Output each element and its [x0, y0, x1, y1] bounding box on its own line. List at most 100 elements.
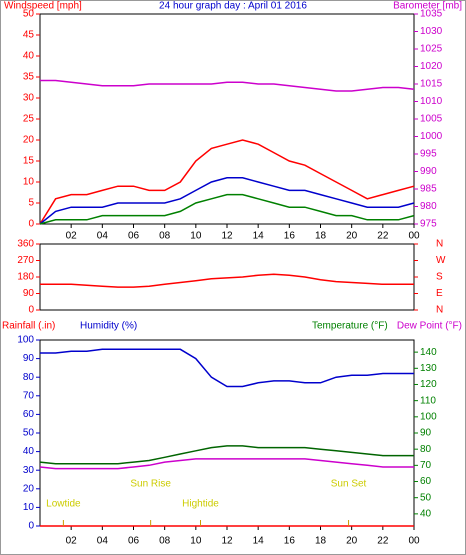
x-tick-label: 18	[315, 231, 327, 242]
x-tick-label: 06	[128, 536, 140, 547]
y-tick-label: 50	[23, 9, 35, 20]
y2-tick-label: 110	[420, 395, 436, 406]
humidity-axis-title: Humidity (%)	[80, 321, 137, 332]
y-tick-label: 70	[23, 390, 35, 401]
x-tick-label: 16	[284, 231, 296, 242]
series-line	[40, 348, 414, 388]
y2-tick-label: E	[436, 288, 443, 299]
x-tick-label: 00	[408, 536, 420, 547]
y2-tick-label: 40	[420, 509, 432, 520]
y2-tick-label: 980	[420, 201, 437, 212]
y-tick-label: 360	[17, 239, 34, 250]
x-tick-label: 00	[408, 231, 420, 242]
y2-tick-label: 1020	[420, 61, 443, 72]
y2-tick-label: 985	[420, 184, 437, 195]
rain-axis-title: Rainfall (.in)	[2, 321, 55, 332]
series-line	[39, 139, 415, 225]
y2-tick-label: N	[436, 305, 443, 316]
x-tick-label: 04	[97, 536, 109, 547]
y-tick-label: 90	[23, 288, 35, 299]
y-tick-label: 0	[28, 305, 34, 316]
series-line	[40, 273, 414, 288]
x-tick-label: 10	[190, 231, 202, 242]
annotation: Lowtide	[46, 499, 81, 510]
series-line	[40, 79, 415, 92]
y-tick-label: 40	[23, 51, 35, 62]
x-tick-label: 18	[315, 536, 327, 547]
y-tick-label: 20	[23, 135, 35, 146]
y2-tick-label: S	[436, 272, 443, 283]
y-tick-label: 35	[23, 72, 35, 83]
y-tick-label: 30	[23, 93, 35, 104]
y-tick-label: 10	[23, 177, 35, 188]
x-tick-label: 20	[346, 231, 358, 242]
x-tick-label: 20	[346, 536, 358, 547]
dew-axis-title: Dew Point (°F)	[397, 321, 462, 332]
x-tick-label: 08	[159, 231, 171, 242]
y2-tick-label: 140	[420, 347, 437, 358]
y2-tick-label: 1000	[420, 131, 443, 142]
x-tick-label: 12	[221, 231, 233, 242]
x-tick-label: 02	[66, 231, 78, 242]
y-tick-label: 40	[23, 446, 35, 457]
y2-tick-label: 975	[420, 219, 437, 230]
y2-tick-label: 995	[420, 149, 437, 160]
y2-tick-label: N	[436, 239, 443, 250]
baro-axis-title: Barometer [mb]	[393, 1, 462, 12]
y2-tick-label: 70	[420, 460, 432, 471]
x-tick-label: 12	[221, 536, 233, 547]
annotation: Hightide	[182, 499, 219, 510]
y2-tick-label: W	[436, 255, 446, 266]
annotation: Sun Rise	[130, 479, 171, 490]
y-tick-label: 50	[23, 428, 35, 439]
y-tick-label: 0	[28, 521, 34, 532]
x-tick-label: 16	[284, 536, 296, 547]
y2-tick-label: 990	[420, 166, 437, 177]
y2-tick-label: 1035	[420, 9, 443, 20]
y2-tick-label: 1025	[420, 44, 443, 55]
y-tick-label: 10	[23, 502, 35, 513]
y2-tick-label: 60	[420, 476, 432, 487]
y-tick-label: 20	[23, 483, 35, 494]
x-tick-label: 04	[97, 231, 109, 242]
y2-tick-label: 90	[420, 428, 432, 439]
y2-tick-label: 1005	[420, 114, 443, 125]
chart-title: 24 hour graph day : April 01 2016	[159, 1, 307, 12]
y-tick-label: 180	[17, 272, 34, 283]
x-tick-label: 22	[377, 231, 389, 242]
y2-tick-label: 100	[420, 411, 437, 422]
x-tick-label: 02	[66, 536, 78, 547]
wind-axis-title: Windspeed [mph]	[4, 1, 82, 12]
x-tick-label: 22	[377, 536, 389, 547]
series-line	[39, 193, 415, 225]
x-tick-label: 08	[159, 536, 171, 547]
x-tick-label: 14	[253, 231, 265, 242]
y2-tick-label: 80	[420, 444, 432, 455]
y2-tick-label: 50	[420, 492, 432, 503]
series-line	[39, 177, 415, 225]
series-line	[39, 458, 414, 470]
y-tick-label: 100	[17, 335, 34, 346]
x-tick-label: 06	[128, 231, 140, 242]
y-tick-label: 45	[23, 30, 35, 41]
y-tick-label: 5	[28, 198, 34, 209]
x-tick-label: 10	[190, 536, 202, 547]
y2-tick-label: 130	[420, 363, 437, 374]
y-tick-label: 270	[17, 255, 34, 266]
y-tick-label: 15	[23, 156, 35, 167]
y-tick-label: 80	[23, 372, 35, 383]
x-tick-label: 14	[253, 536, 265, 547]
y2-tick-label: 1030	[420, 26, 443, 37]
y-tick-label: 90	[23, 353, 35, 364]
y-tick-label: 25	[23, 114, 35, 125]
y-tick-label: 0	[28, 219, 34, 230]
temp-axis-title: Temperature (°F)	[312, 321, 388, 332]
y-tick-label: 30	[23, 465, 35, 476]
y2-tick-label: 1010	[420, 96, 443, 107]
series-line	[39, 445, 414, 465]
y2-tick-label: 120	[420, 379, 437, 390]
y-tick-label: 60	[23, 409, 35, 420]
annotation: Sun Set	[331, 479, 367, 490]
y2-tick-label: 1015	[420, 79, 443, 90]
